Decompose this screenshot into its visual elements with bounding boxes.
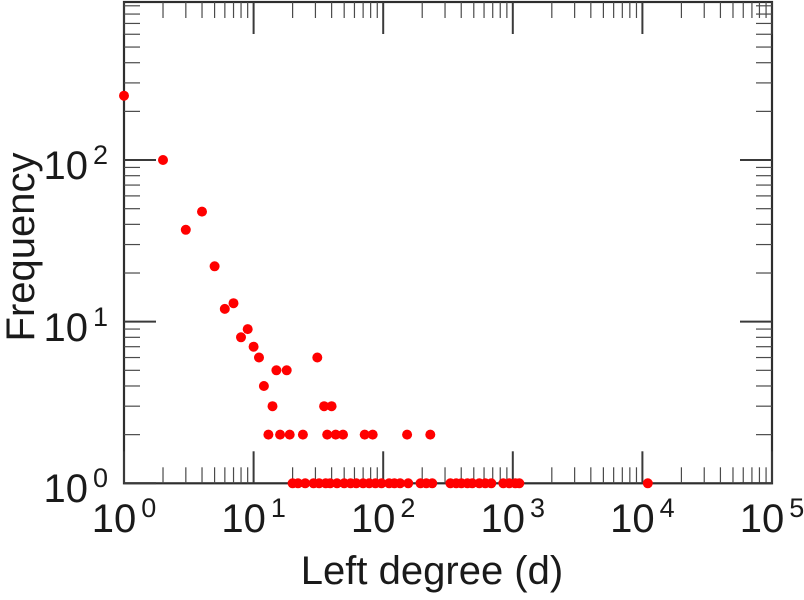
data-point xyxy=(242,324,253,335)
data-point xyxy=(642,478,653,489)
tick-label-exponent: 1 xyxy=(270,493,286,523)
plot-frame xyxy=(122,0,774,485)
tick-label-exponent: 2 xyxy=(400,493,416,523)
data-point xyxy=(322,429,333,440)
tick-label-exponent: 1 xyxy=(92,301,108,332)
data-point xyxy=(300,478,311,489)
data-point xyxy=(359,429,370,440)
data-point xyxy=(486,478,497,489)
x-axis-title: Left degree (d) xyxy=(300,549,564,593)
data-point xyxy=(180,224,191,235)
data-point xyxy=(293,478,303,489)
data-point xyxy=(119,90,129,101)
data-point xyxy=(326,401,337,412)
data-point xyxy=(332,478,342,489)
data-point xyxy=(425,429,436,440)
data-point xyxy=(219,303,230,314)
y-axis-title: Frequency xyxy=(0,152,43,342)
data-point xyxy=(319,401,330,412)
tick-label-base: 10 xyxy=(739,497,785,541)
data-point xyxy=(258,381,269,391)
data-point xyxy=(281,365,292,376)
data-point xyxy=(236,332,246,343)
x-tick-label: 10 0 xyxy=(91,495,157,541)
data-point xyxy=(467,478,478,489)
x-tick-label: 10 5 xyxy=(739,495,804,541)
data-point xyxy=(271,365,282,376)
data-point xyxy=(297,429,308,440)
data-point xyxy=(197,206,207,217)
x-tick-label: 10 3 xyxy=(480,495,546,541)
data-point xyxy=(248,341,259,352)
tick-label-base: 10 xyxy=(43,305,88,350)
tick-label-base: 10 xyxy=(91,497,137,541)
data-point xyxy=(284,429,295,440)
y-tick-label: 10 2 xyxy=(0,142,108,188)
tick-label-exponent: 3 xyxy=(530,493,546,523)
tick-label-base: 10 xyxy=(610,497,655,541)
data-point xyxy=(254,352,264,363)
data-point xyxy=(275,429,286,440)
tick-label-exponent: 0 xyxy=(92,463,108,494)
y-tick-label: 10 0 xyxy=(0,465,108,512)
data-point xyxy=(263,429,274,440)
data-point xyxy=(338,429,348,440)
data-point xyxy=(395,478,406,489)
tick-label-base: 10 xyxy=(350,497,396,541)
data-point xyxy=(312,352,323,363)
data-point xyxy=(427,478,438,489)
tick-label-base: 10 xyxy=(43,144,88,188)
tick-label-base: 10 xyxy=(43,467,88,512)
data-point xyxy=(330,429,341,440)
data-point xyxy=(367,429,378,440)
x-tick-label: 10 2 xyxy=(350,495,416,541)
tick-label-exponent: 2 xyxy=(92,140,108,170)
tick-label-exponent: 4 xyxy=(659,493,675,523)
tick-label-exponent: 5 xyxy=(789,493,804,523)
tick-label-exponent: 0 xyxy=(141,493,157,523)
data-point xyxy=(158,155,168,165)
data-point xyxy=(267,401,278,412)
x-tick-label: 10 4 xyxy=(610,495,675,541)
data-point xyxy=(228,298,239,309)
tick-label-base: 10 xyxy=(221,497,266,541)
data-point xyxy=(402,429,413,440)
data-point xyxy=(376,478,387,489)
x-tick-label: 10 1 xyxy=(221,495,286,541)
y-tick-label: 10 1 xyxy=(0,303,108,350)
tick-label-base: 10 xyxy=(480,497,526,541)
data-point xyxy=(403,478,414,489)
data-point xyxy=(209,261,220,272)
data-point xyxy=(514,478,525,489)
